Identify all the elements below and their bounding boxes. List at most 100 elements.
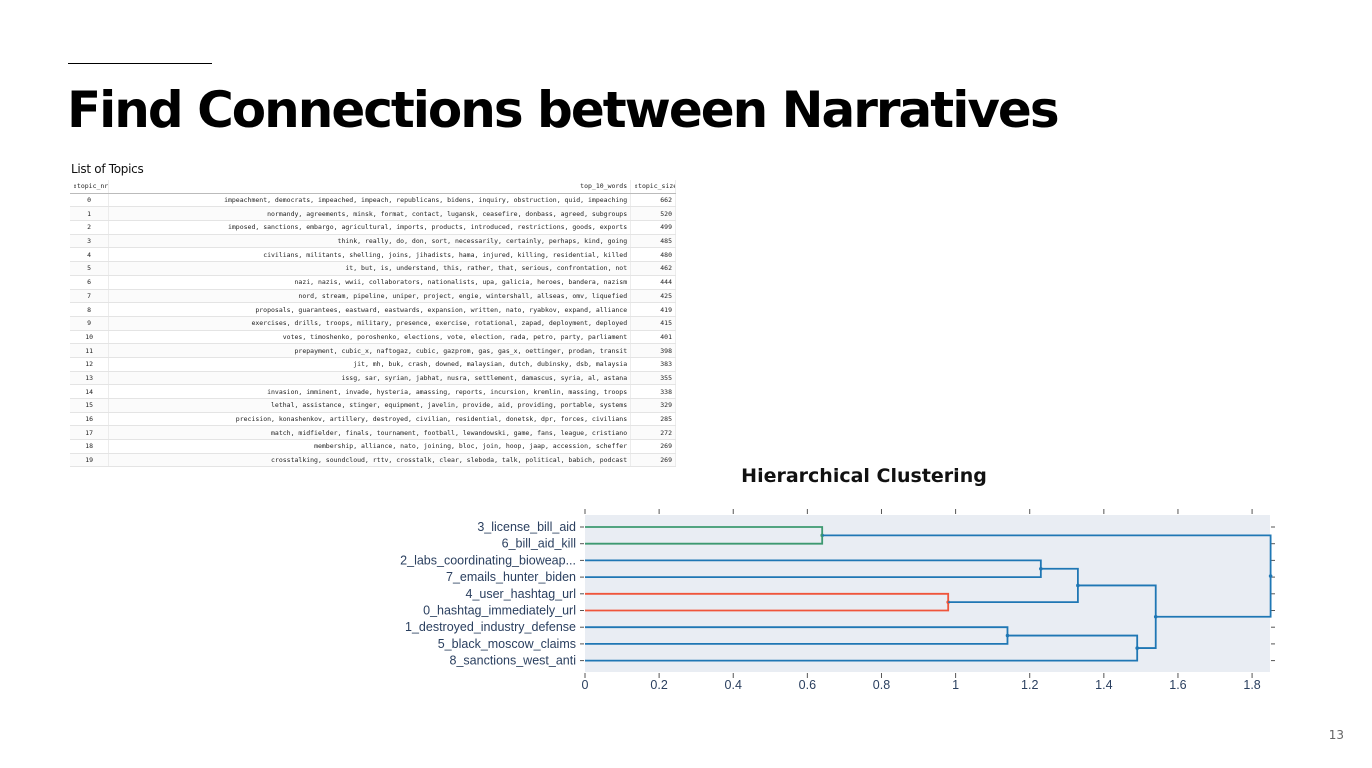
topic-size-cell: 419	[630, 302, 676, 317]
topic-nr-cell: 3	[70, 234, 110, 249]
topic-nr-cell: 1	[70, 206, 110, 222]
table-caption: List of Topics	[71, 162, 144, 176]
topic-size-cell: 269	[630, 439, 676, 454]
leaf-label: 4_user_hashtag_url	[466, 587, 577, 601]
header-top-words[interactable]: top_10_words	[108, 180, 632, 194]
topic-size-cell: 285	[630, 412, 676, 427]
table-row: 4 civilians, militants, shelling, joins, …	[70, 247, 676, 263]
top-words-cell: nazi, nazis, wwii, collaborators, nation…	[108, 275, 632, 290]
topic-nr-cell: 9	[70, 316, 110, 331]
table-row: 5 it, but, is, understand, this, rather, …	[70, 261, 676, 276]
leaf-label: 2_labs_coordinating_bioweap...	[400, 553, 576, 567]
topic-nr-cell: 18	[70, 439, 110, 454]
topic-size-cell: 499	[630, 220, 676, 235]
topic-nr-cell: 17	[70, 425, 110, 441]
top-words-cell: invasion, imminent, invade, hysteria, am…	[108, 384, 632, 399]
x-tick-label: 0	[582, 678, 589, 692]
table-row: 8 proposals, guarantees, eastward, eastwa…	[70, 302, 676, 317]
table-header-row: ⇕topic_nr ⇕ top_10_words ⇕topic_size	[70, 180, 676, 194]
topic-nr-cell: 16	[70, 412, 110, 427]
table-row: 14 invasion, imminent, invade, hysteria, …	[70, 384, 676, 399]
top-words-cell: imposed, sanctions, embargo, agricultura…	[108, 220, 632, 235]
top-words-cell: issg, sar, syrian, jabhat, nusra, settle…	[108, 371, 632, 386]
table-row: 2 imposed, sanctions, embargo, agricultur…	[70, 220, 676, 235]
table-row: 0 impeachment, democrats, impeached, impe…	[70, 193, 676, 208]
topic-nr-cell: 14	[70, 384, 110, 399]
leaf-label: 0_hashtag_immediately_url	[423, 604, 576, 618]
x-tick-label: 1.8	[1243, 678, 1260, 692]
top-words-cell: prepayment, cubic_x, naftogaz, cubic, ga…	[108, 343, 632, 358]
topic-size-cell: 485	[630, 234, 676, 249]
dendrogram-chart: 0 0.2 0.4 0.6 0.8 1 1.2 1.4 1.6 1.8 3_license_bill…	[400, 509, 1275, 692]
header-topic-nr[interactable]: ⇕topic_nr ⇕	[70, 180, 110, 194]
topic-nr-cell: 6	[70, 275, 110, 290]
leaf-label: 6_bill_aid_kill	[502, 537, 576, 551]
top-words-cell: it, but, is, understand, this, rather, t…	[108, 261, 632, 276]
leaf-label: 5_black_moscow_claims	[438, 637, 576, 651]
leaf-label: 7_emails_hunter_biden	[446, 570, 576, 584]
table-row: 13 issg, sar, syrian, jabhat, nusra, sett…	[70, 371, 676, 386]
topic-size-cell: 520	[630, 206, 676, 222]
table-row: 6 nazi, nazis, wwii, collaborators, natio…	[70, 275, 676, 290]
top-words-cell: membership, alliance, nato, joining, blo…	[108, 439, 632, 454]
top-words-cell: normandy, agreements, minsk, format, con…	[108, 206, 632, 222]
topic-nr-cell: 8	[70, 302, 110, 317]
topic-size-cell: 444	[630, 275, 676, 290]
top-words-cell: impeachment, democrats, impeached, impea…	[108, 193, 632, 208]
topic-nr-cell: 4	[70, 247, 110, 263]
table-row: 12 jit, mh, buk, crash, downed, malaysian…	[70, 357, 676, 372]
topic-size-cell: 329	[630, 398, 676, 413]
x-tick-label: 1	[952, 678, 959, 692]
leaf-label: 8_sanctions_west_anti	[450, 654, 576, 668]
top-words-cell: proposals, guarantees, eastward, eastwar…	[108, 302, 632, 317]
x-tick-label: 0.8	[873, 678, 890, 692]
topic-size-cell: 662	[630, 193, 676, 208]
x-tick-label: 0.2	[650, 678, 667, 692]
top-words-cell: match, midfielder, finals, tournament, f…	[108, 425, 632, 441]
topic-size-cell: 338	[630, 384, 676, 399]
topics-table: ⇕topic_nr ⇕ top_10_words ⇕topic_size 0im…	[70, 180, 676, 468]
x-tick-label: 0.6	[799, 678, 816, 692]
table-row: 16 precision, konashenkov, artillery, des…	[70, 412, 676, 427]
topic-size-cell: 462	[630, 261, 676, 276]
header-topic-size[interactable]: ⇕topic_size	[630, 180, 676, 194]
top-words-cell: exercises, drills, troops, military, pre…	[108, 316, 632, 331]
topic-nr-cell: 7	[70, 289, 110, 304]
topics-table-body: 0 impeachment, democrats, impeached, impe…	[70, 193, 676, 468]
table-row: 9 exercises, drills, troops, military, pr…	[70, 316, 676, 331]
page-number: 13	[1328, 728, 1344, 742]
top-words-cell: nord, stream, pipeline, uniper, project,…	[108, 289, 632, 304]
topic-nr-cell: 15	[70, 398, 110, 413]
topic-nr-cell: 19	[70, 453, 110, 468]
table-row: 17 match, midfielder, finals, tournament,…	[70, 425, 676, 441]
slide-title: Find Connections between Narratives	[67, 81, 1060, 139]
top-words-cell: votes, timoshenko, poroshenko, elections…	[108, 330, 632, 345]
table-row: 1 normandy, agreements, minsk, format, co…	[70, 206, 676, 222]
topic-size-cell: 269	[630, 453, 676, 468]
topic-nr-cell: 13	[70, 371, 110, 386]
top-words-cell: precision, konashenkov, artillery, destr…	[108, 412, 632, 427]
table-row: 19 crosstalking, soundcloud, rttv, crosst…	[70, 453, 676, 468]
table-row: 15 lethal, assistance, stinger, equipment…	[70, 398, 676, 413]
table-row: 10 votes, timoshenko, poroshenko, electio…	[70, 330, 676, 345]
table-row: 7 nord, stream, pipeline, uniper, project…	[70, 289, 676, 304]
topic-nr-cell: 10	[70, 330, 110, 345]
topic-nr-cell: 5	[70, 261, 110, 276]
top-words-cell: crosstalking, soundcloud, rttv, crosstal…	[108, 453, 632, 468]
topic-size-cell: 480	[630, 247, 676, 263]
leaf-label: 3_license_bill_aid	[477, 520, 576, 534]
topic-size-cell: 425	[630, 289, 676, 304]
leaf-label: 1_destroyed_industry_defense	[405, 620, 576, 634]
x-tick-label: 1.6	[1169, 678, 1186, 692]
topic-nr-cell: 0	[70, 193, 110, 208]
chart-title: Hierarchical Clustering	[741, 465, 987, 487]
top-words-cell: think, really, do, don, sort, necessaril…	[108, 234, 632, 249]
top-words-cell: civilians, militants, shelling, joins, j…	[108, 247, 632, 263]
topic-size-cell: 355	[630, 371, 676, 386]
topic-size-cell: 398	[630, 343, 676, 358]
title-rule	[68, 63, 212, 64]
topic-nr-cell: 11	[70, 343, 110, 358]
table-row: 11 prepayment, cubic_x, naftogaz, cubic, …	[70, 343, 676, 358]
topic-nr-cell: 12	[70, 357, 110, 372]
top-words-cell: jit, mh, buk, crash, downed, malaysian, …	[108, 357, 632, 372]
